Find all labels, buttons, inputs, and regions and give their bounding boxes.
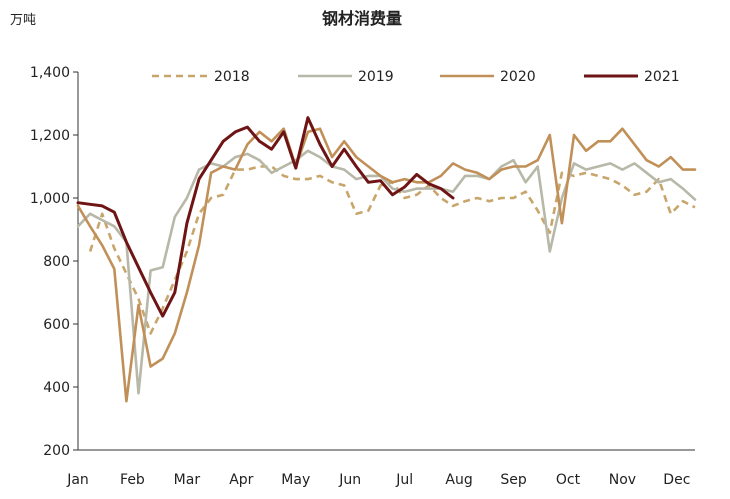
legend-label-2019: 2019 [358, 69, 394, 85]
y-tick-label: 200 [43, 443, 70, 459]
x-tick-label-month: Dec [663, 472, 690, 488]
chart-title: 钢材消费量 [322, 9, 402, 28]
axes-group: 200 400 600 800 1,000 1,200 1,400 Jan Feb Mar Apr M… [30, 65, 695, 488]
series-group [76, 116, 697, 403]
y-tick-label: 800 [43, 254, 70, 270]
x-tick-label-month: Feb [120, 472, 145, 488]
y-tick-label: 1,400 [30, 65, 70, 81]
y-tick-label: 1,000 [30, 191, 70, 207]
x-tick-label-month: Mar [174, 472, 201, 488]
y-tick-label: 1,200 [30, 128, 70, 144]
x-tick-label-month: Aug [445, 472, 472, 488]
legend-label-2018: 2018 [214, 69, 250, 85]
legend: 2018 2019 2020 2021 [152, 69, 680, 85]
y-tick-label: 600 [43, 317, 70, 333]
series-line-2021 [76, 116, 455, 318]
x-tick-label-month: Nov [609, 472, 636, 488]
x-tick-label-month: Jun [338, 472, 361, 488]
series-line-2019 [76, 149, 697, 395]
x-tick-label-month: Oct [556, 472, 581, 488]
x-tick-label-month: Sep [500, 472, 527, 488]
x-tick-label-month: Jul [395, 472, 413, 488]
series-line-2020 [76, 127, 697, 403]
x-tick-label-month: May [281, 472, 310, 488]
legend-label-2021: 2021 [644, 69, 680, 85]
y-tick-label: 400 [43, 380, 70, 396]
x-tick-label-month: Apr [229, 472, 253, 488]
x-tick-label-month: Jan [66, 472, 89, 488]
legend-label-2020: 2020 [500, 69, 536, 85]
y-axis-unit-label: 万吨 [10, 13, 36, 28]
